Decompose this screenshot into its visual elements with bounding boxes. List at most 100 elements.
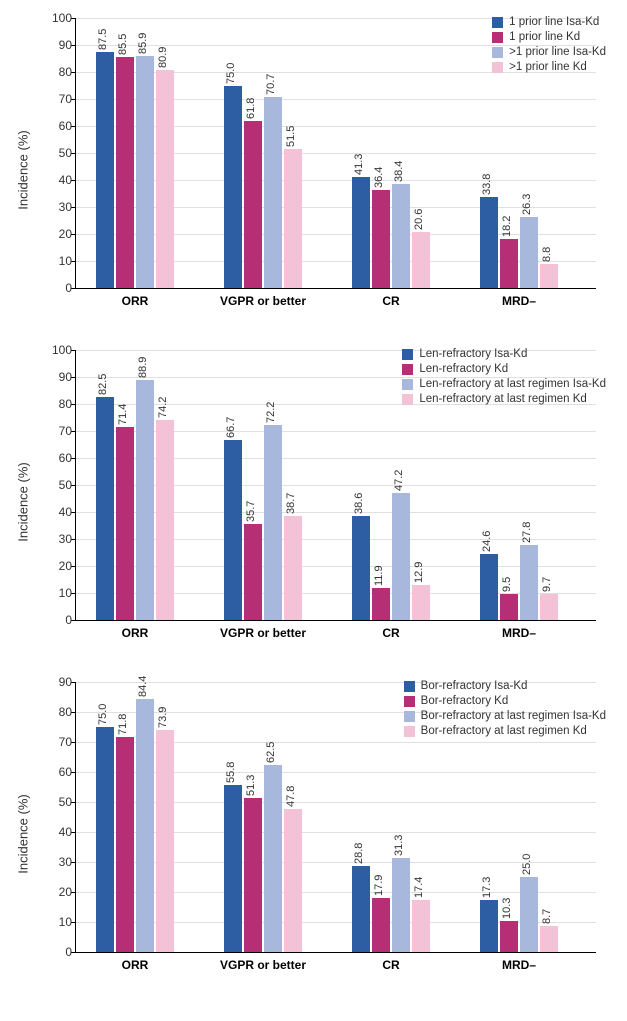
y-tick-label: 10 <box>59 586 72 600</box>
y-tick-label: 60 <box>59 119 72 133</box>
legend-swatch <box>404 681 415 692</box>
bar-value-label: 72.2 <box>265 402 277 423</box>
bar: 73.9 <box>156 730 174 952</box>
x-tick-label: VGPR or better <box>220 958 306 972</box>
legend-label: Bor-refractory at last regimen Isa-Kd <box>421 710 606 722</box>
category-group: 41.336.438.420.6CR <box>352 18 430 288</box>
bar: 36.4 <box>372 190 390 288</box>
category-group: 66.735.772.238.7VGPR or better <box>224 350 302 620</box>
legend-label: Len-refractory at last regimen Isa-Kd <box>419 378 606 390</box>
bar: 71.4 <box>116 427 134 620</box>
bar: 25.0 <box>520 877 538 952</box>
bar-value-label: 70.7 <box>265 74 277 95</box>
bar-value-label: 80.9 <box>157 46 169 67</box>
bar-value-label: 35.7 <box>245 500 257 521</box>
bar-value-label: 20.6 <box>413 209 425 230</box>
bar: 9.5 <box>500 594 518 620</box>
bar-value-label: 9.5 <box>501 577 513 592</box>
y-tick-label: 30 <box>59 200 72 214</box>
legend-swatch <box>402 379 413 390</box>
bar-value-label: 17.3 <box>481 877 493 898</box>
y-tick-label: 60 <box>59 765 72 779</box>
legend-label: Len-refractory Kd <box>419 363 508 375</box>
bar-value-label: 41.3 <box>353 153 365 174</box>
y-axis-label: Incidence (%) <box>16 462 31 541</box>
y-tick-label: 50 <box>59 146 72 160</box>
legend-swatch <box>492 17 503 28</box>
bar: 80.9 <box>156 70 174 288</box>
bar: 8.8 <box>540 264 558 288</box>
y-tick-label: 0 <box>65 281 72 295</box>
legend-label: >1 prior line Kd <box>509 61 587 73</box>
legend-row: Bor-refractory at last regimen Isa-Kd <box>404 710 606 722</box>
bar-value-label: 28.8 <box>353 842 365 863</box>
bar-value-label: 33.8 <box>481 173 493 194</box>
x-tick-label: CR <box>382 958 399 972</box>
y-tick-label: 80 <box>59 397 72 411</box>
bar-value-label: 38.6 <box>353 492 365 513</box>
y-tick-label: 70 <box>59 92 72 106</box>
legend-swatch <box>404 696 415 707</box>
bar-value-label: 51.3 <box>245 775 257 796</box>
bar: 31.3 <box>392 858 410 952</box>
bar-value-label: 75.0 <box>97 704 109 725</box>
bar: 55.8 <box>224 785 242 952</box>
bar: 35.7 <box>244 524 262 620</box>
bar: 17.3 <box>480 900 498 952</box>
bar: 17.9 <box>372 898 390 952</box>
bar: 88.9 <box>136 380 154 620</box>
legend-row: >1 prior line Kd <box>492 61 606 73</box>
legend-row: Len-refractory at last regimen Isa-Kd <box>402 378 606 390</box>
category-group: 82.571.488.974.2ORR <box>96 350 174 620</box>
x-tick-label: MRD– <box>502 626 536 640</box>
bar: 62.5 <box>264 765 282 953</box>
bar: 10.3 <box>500 921 518 952</box>
bar-value-label: 75.0 <box>225 62 237 83</box>
y-tick-label: 100 <box>52 11 72 25</box>
bar-value-label: 38.7 <box>285 492 297 513</box>
legend-label: 1 prior line Isa-Kd <box>509 16 599 28</box>
legend-label: >1 prior line Isa-Kd <box>509 46 606 58</box>
legend-swatch <box>402 394 413 405</box>
y-tick-label: 40 <box>59 505 72 519</box>
legend-row: 1 prior line Kd <box>492 31 606 43</box>
bar-value-label: 47.8 <box>285 785 297 806</box>
bar-value-label: 55.8 <box>225 761 237 782</box>
bar: 38.4 <box>392 184 410 288</box>
bar-value-label: 10.3 <box>501 898 513 919</box>
y-tick-label: 90 <box>59 370 72 384</box>
y-tick-label: 70 <box>59 735 72 749</box>
y-tick-label: 0 <box>65 945 72 959</box>
x-tick-label: VGPR or better <box>220 626 306 640</box>
bar-value-label: 87.5 <box>97 28 109 49</box>
bar-value-label: 74.2 <box>157 396 169 417</box>
legend-swatch <box>402 364 413 375</box>
charts-root: Incidence (%)010203040506070809010087.58… <box>15 10 612 994</box>
bar: 33.8 <box>480 197 498 288</box>
bar: 20.6 <box>412 232 430 288</box>
legend-row: Len-refractory at last regimen Kd <box>402 393 606 405</box>
legend-row: Len-refractory Isa-Kd <box>402 348 606 360</box>
bar-value-label: 85.5 <box>117 34 129 55</box>
legend-swatch <box>402 349 413 360</box>
bar: 75.0 <box>96 727 114 952</box>
y-tick-label: 60 <box>59 451 72 465</box>
chart-panel-0: Incidence (%)010203040506070809010087.58… <box>15 10 610 330</box>
chart-panel-1: Incidence (%)010203040506070809010082.57… <box>15 342 610 662</box>
y-tick-label: 40 <box>59 825 72 839</box>
bar: 8.7 <box>540 926 558 952</box>
y-tick-label: 70 <box>59 424 72 438</box>
legend-swatch <box>404 726 415 737</box>
bar-value-label: 26.3 <box>521 194 533 215</box>
bar-value-label: 66.7 <box>225 417 237 438</box>
legend-swatch <box>404 711 415 722</box>
bar: 28.8 <box>352 866 370 952</box>
bar-value-label: 62.5 <box>265 741 277 762</box>
y-tick-label: 90 <box>59 38 72 52</box>
x-tick-label: ORR <box>122 626 149 640</box>
bar: 26.3 <box>520 217 538 288</box>
category-group: 87.585.585.980.9ORR <box>96 18 174 288</box>
bar: 12.9 <box>412 585 430 620</box>
bar-value-label: 85.9 <box>137 33 149 54</box>
bar-value-label: 24.6 <box>481 530 493 551</box>
